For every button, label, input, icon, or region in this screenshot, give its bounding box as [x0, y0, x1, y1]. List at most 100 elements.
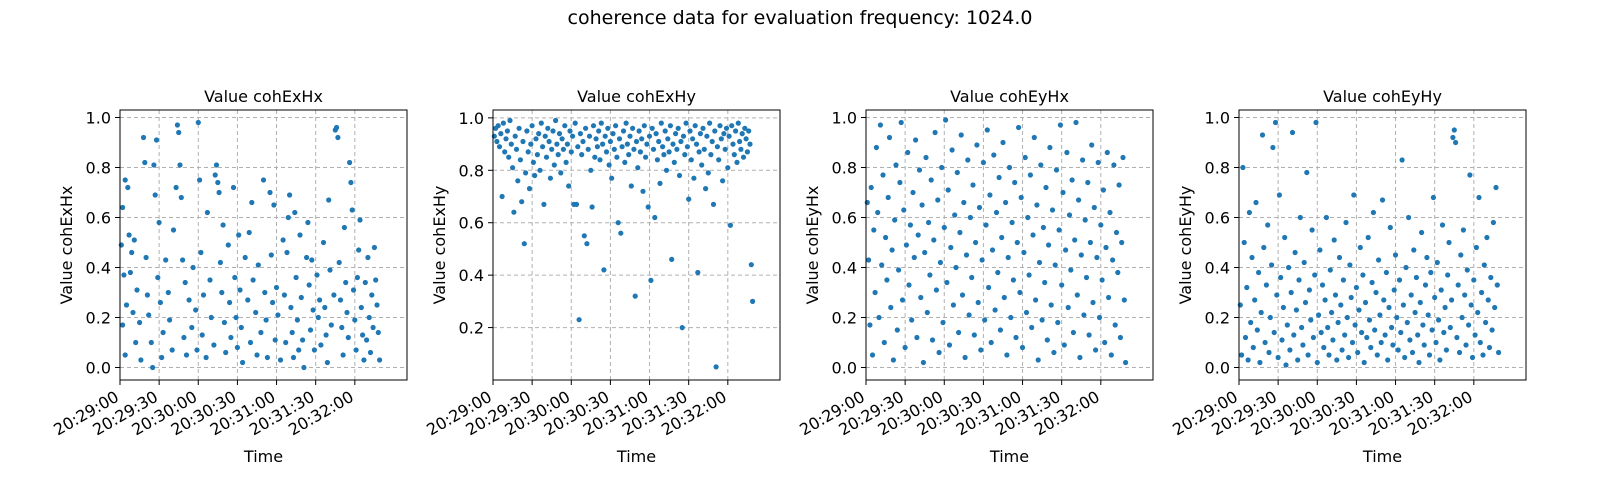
data-point	[1483, 319, 1489, 326]
data-point	[193, 307, 199, 313]
data-point	[153, 137, 160, 143]
data-point	[580, 138, 586, 145]
data-point	[542, 133, 548, 139]
data-point	[1426, 352, 1433, 358]
data-point	[1072, 237, 1078, 243]
data-point	[314, 272, 320, 278]
data-point	[494, 138, 500, 145]
data-point	[160, 329, 166, 336]
data-point	[1004, 352, 1010, 358]
data-point	[950, 302, 957, 308]
data-point	[1074, 292, 1080, 298]
data-point	[926, 219, 932, 226]
data-point	[725, 165, 731, 171]
data-point	[907, 222, 914, 228]
data-point	[1091, 204, 1097, 211]
data-point	[602, 133, 608, 139]
data-point	[869, 352, 876, 358]
data-point	[750, 298, 756, 304]
data-point	[1027, 172, 1033, 178]
data-point	[1330, 337, 1336, 343]
data-point	[152, 192, 158, 198]
data-point	[1121, 297, 1127, 303]
x-axis-label: Time	[1362, 447, 1402, 466]
data-point	[1266, 349, 1272, 356]
data-point	[1445, 272, 1451, 278]
data-point	[358, 304, 364, 311]
data-point	[1365, 234, 1371, 241]
data-point	[347, 159, 353, 166]
data-point	[915, 232, 921, 238]
data-point	[1460, 227, 1466, 233]
data-point	[365, 254, 371, 261]
data-point	[911, 254, 917, 261]
data-point	[1014, 239, 1020, 246]
data-point	[498, 131, 504, 137]
data-point	[1385, 357, 1391, 363]
scatter-panel-4: Value cohEyHy20:29:0020:29:3020:30:0020:…	[1169, 87, 1527, 466]
data-point	[1472, 332, 1478, 338]
data-point	[1459, 314, 1465, 321]
data-point	[696, 149, 702, 155]
data-point	[1263, 282, 1269, 288]
data-point	[1286, 264, 1292, 271]
data-point	[1296, 277, 1302, 283]
data-point	[983, 222, 989, 228]
data-point	[306, 282, 312, 288]
data-point	[1103, 244, 1109, 251]
data-point	[1081, 312, 1087, 318]
data-point	[670, 141, 676, 147]
data-point	[1090, 299, 1096, 306]
data-point	[371, 244, 377, 251]
data-point	[726, 133, 732, 139]
data-point	[898, 119, 904, 126]
data-point	[692, 123, 698, 129]
data-point	[935, 197, 941, 203]
data-point	[1313, 119, 1319, 126]
data-point	[529, 123, 535, 129]
data-point	[375, 329, 381, 336]
data-point	[979, 257, 985, 263]
data-point	[142, 159, 148, 166]
data-point	[176, 129, 182, 136]
data-point	[1390, 342, 1396, 348]
data-point	[1061, 342, 1067, 348]
data-point	[1399, 157, 1405, 163]
data-point	[1411, 247, 1417, 253]
data-point	[877, 122, 884, 128]
scatter-panel-3: Value cohEyHx20:29:0020:29:3020:30:0020:…	[796, 87, 1154, 466]
data-point	[178, 194, 184, 201]
data-point	[1458, 252, 1464, 258]
data-point	[1447, 324, 1453, 331]
data-point	[212, 172, 218, 178]
data-point	[1060, 189, 1066, 196]
data-point	[1381, 297, 1387, 303]
data-point	[189, 324, 195, 331]
data-point	[340, 352, 346, 358]
data-point	[643, 154, 649, 160]
data-point	[663, 167, 670, 173]
data-point	[703, 186, 709, 192]
data-point	[1473, 244, 1479, 251]
data-point	[1389, 324, 1395, 331]
data-point	[623, 120, 629, 126]
data-point	[988, 339, 994, 346]
data-point	[687, 128, 693, 134]
data-point	[1454, 334, 1460, 341]
data-point	[1087, 239, 1093, 246]
data-point	[1269, 262, 1275, 268]
data-point	[896, 267, 902, 273]
data-point	[734, 159, 740, 165]
data-point	[528, 141, 534, 147]
data-point	[1297, 214, 1303, 221]
data-point	[1308, 317, 1314, 323]
data-point	[272, 337, 278, 343]
data-point	[660, 144, 666, 150]
data-point	[693, 141, 700, 147]
data-point	[1262, 339, 1268, 346]
scatter-panel-2: Value cohExHy20:29:0020:29:3020:30:0020:…	[423, 87, 781, 466]
data-point	[1053, 167, 1060, 173]
data-point	[1254, 327, 1260, 333]
data-point	[1446, 239, 1452, 246]
data-point	[1471, 277, 1477, 283]
